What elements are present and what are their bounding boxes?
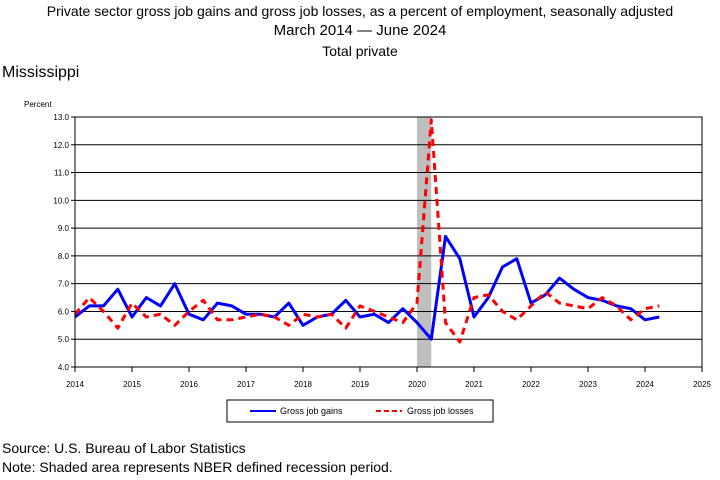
y-tick-label: 7.0 bbox=[58, 280, 70, 289]
y-axis-ticks: 4.0 5.0 6.0 7.0 8.0 9.0 10.0 11.0 12.0 13.0 bbox=[53, 113, 75, 372]
date-range-dash: — bbox=[357, 22, 373, 39]
x-axis-ticks: 2014 2015 2016 2017 2018 2019 2020 2021 2022 2023… bbox=[66, 367, 711, 389]
date-range-start: March 2014 bbox=[273, 22, 353, 39]
x-tick-label: 2023 bbox=[579, 380, 597, 389]
y-tick-label: 5.0 bbox=[58, 335, 70, 344]
y-tick-label: 11.0 bbox=[54, 169, 70, 178]
x-tick-label: 2022 bbox=[522, 380, 540, 389]
y-axis-label: Percent bbox=[24, 100, 52, 109]
y-tick-label: 8.0 bbox=[58, 252, 70, 261]
x-tick-label: 2025 bbox=[693, 380, 711, 389]
x-tick-label: 2019 bbox=[351, 380, 369, 389]
legend: Gross job gains Gross job losses bbox=[226, 399, 494, 423]
legend-losses-label: Gross job losses bbox=[407, 406, 474, 416]
chart-subtitle: Total private bbox=[322, 43, 398, 59]
y-tick-label: 6.0 bbox=[58, 307, 70, 316]
x-tick-label: 2018 bbox=[294, 380, 312, 389]
x-tick-label: 2014 bbox=[66, 380, 84, 389]
state-label: Mississippi bbox=[2, 64, 80, 81]
legend-box bbox=[226, 399, 494, 423]
x-tick-label: 2024 bbox=[636, 380, 654, 389]
x-tick-label: 2016 bbox=[180, 380, 198, 389]
chart-date-range: March 2014 — June 2024 bbox=[0, 22, 720, 39]
y-tick-label: 12.0 bbox=[53, 141, 69, 150]
source-note: Source: U.S. Bureau of Labor Statistics bbox=[2, 440, 246, 456]
y-tick-label: 4.0 bbox=[58, 363, 70, 372]
y-tick-label: 13.0 bbox=[53, 113, 69, 122]
recession-note: Note: Shaded area represents NBER define… bbox=[2, 459, 393, 475]
series-gross-job-losses bbox=[73, 118, 660, 344]
series-gross-job-gains bbox=[74, 234, 660, 341]
y-tick-label: 9.0 bbox=[58, 224, 70, 233]
plot-frame bbox=[74, 116, 703, 368]
gridlines bbox=[75, 116, 702, 368]
x-tick-label: 2017 bbox=[237, 380, 255, 389]
x-tick-label: 2021 bbox=[465, 380, 483, 389]
series-lines bbox=[73, 118, 660, 344]
x-tick-label: 2015 bbox=[123, 380, 141, 389]
x-tick-label: 2020 bbox=[408, 380, 426, 389]
chart-title: Private sector gross job gains and gross… bbox=[46, 3, 674, 19]
y-tick-label: 10.0 bbox=[53, 196, 69, 205]
date-range-end: June 2024 bbox=[376, 22, 447, 39]
legend-gains-label: Gross job gains bbox=[280, 406, 343, 416]
